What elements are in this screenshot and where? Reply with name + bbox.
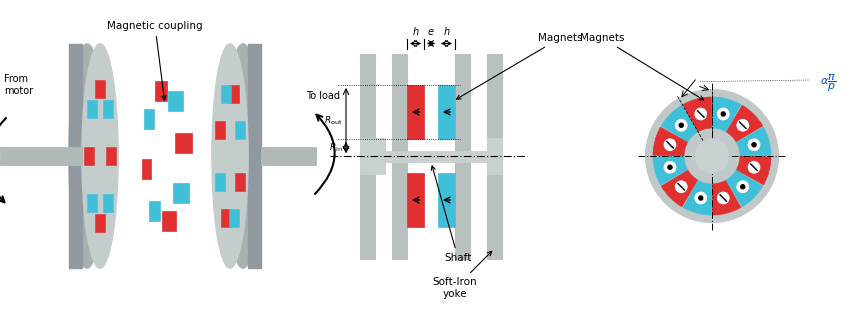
Bar [407,85,424,139]
Circle shape [676,120,687,131]
Circle shape [695,139,729,173]
Bar [455,54,470,259]
Circle shape [695,192,706,204]
Bar [438,173,455,227]
Bar [95,214,105,232]
Bar [168,90,183,110]
Bar [392,54,407,259]
Circle shape [676,181,687,192]
Circle shape [740,185,745,189]
Text: $R_\mathrm{in}$: $R_\mathrm{in}$ [330,141,343,154]
Wedge shape [712,180,741,215]
Bar [230,208,240,227]
Text: Shaft: Shaft [431,166,472,263]
Text: To load: To load [306,91,340,101]
Bar [156,81,167,101]
Bar [149,201,160,221]
Bar [83,147,94,165]
Ellipse shape [82,44,118,268]
Bar [360,54,375,259]
Wedge shape [712,97,741,131]
Circle shape [737,120,749,131]
Text: $\alpha\dfrac{\pi}{p}$: $\alpha\dfrac{\pi}{p}$ [819,72,836,94]
Bar [173,183,189,203]
Bar [0,147,82,165]
Bar [214,172,224,191]
Wedge shape [736,127,771,156]
Bar [261,147,316,165]
Wedge shape [661,170,698,207]
Bar [235,172,246,191]
Polygon shape [248,44,261,268]
Text: e: e [428,27,434,37]
Bar [385,151,487,162]
Wedge shape [736,156,771,185]
Bar [144,109,154,129]
Wedge shape [683,180,711,215]
Circle shape [752,143,756,147]
Bar [87,194,97,212]
Text: From
motor: From motor [4,74,33,96]
Bar [106,147,116,165]
Wedge shape [726,170,762,207]
Bar [230,85,240,103]
Circle shape [664,139,676,151]
Circle shape [679,123,683,127]
Circle shape [668,165,672,169]
Wedge shape [653,127,688,156]
Wedge shape [726,105,762,142]
Wedge shape [683,97,711,131]
Bar [142,159,151,179]
Ellipse shape [69,44,105,268]
Circle shape [717,192,729,204]
Text: Magnets: Magnets [456,33,582,99]
Circle shape [699,196,703,200]
Ellipse shape [212,44,248,268]
Text: Soft-Iron
yoke: Soft-Iron yoke [433,251,491,299]
Circle shape [646,90,778,222]
Circle shape [748,162,760,173]
Text: h: h [444,27,450,37]
Circle shape [722,112,725,116]
Bar [87,100,97,118]
Bar [360,138,385,174]
Bar [175,133,192,153]
Circle shape [737,181,749,192]
Text: $R_\mathrm{out}$: $R_\mathrm{out}$ [325,114,343,127]
Text: Magnets: Magnets [580,33,704,100]
Ellipse shape [225,44,261,268]
Bar [235,121,246,140]
Bar [221,208,230,227]
Polygon shape [69,44,82,268]
Bar [487,54,502,259]
Bar [438,85,455,139]
Bar [103,194,113,212]
Bar [487,138,502,174]
Text: Magnetic coupling: Magnetic coupling [107,21,203,100]
Wedge shape [653,156,688,185]
Bar [103,100,113,118]
Circle shape [695,108,706,120]
Circle shape [717,108,729,120]
Bar [95,80,105,98]
Text: h: h [412,27,418,37]
Bar [214,121,224,140]
Bar [407,173,424,227]
Circle shape [748,139,760,151]
Circle shape [664,162,676,173]
Bar [221,85,230,103]
Wedge shape [661,105,698,142]
Bar [162,211,176,231]
